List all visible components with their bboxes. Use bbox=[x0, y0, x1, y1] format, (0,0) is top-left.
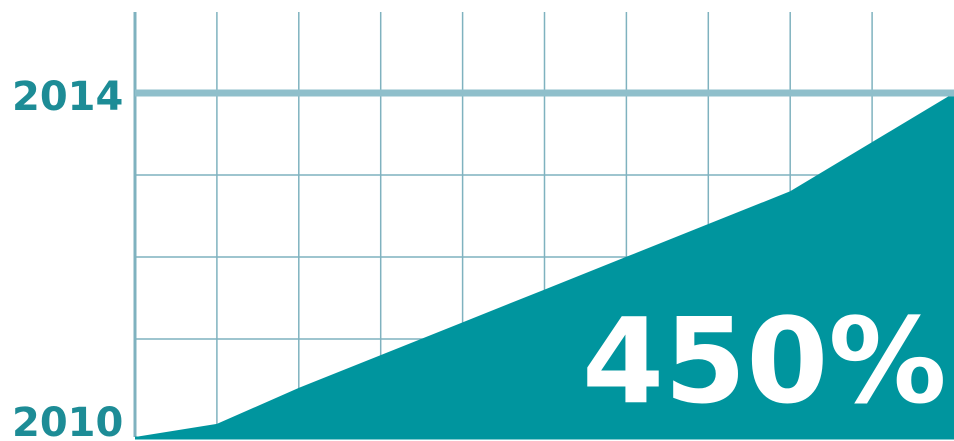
y-tick-label-top: 2014 bbox=[12, 74, 123, 120]
y-tick-label-bottom: 2010 bbox=[12, 400, 123, 441]
area-series bbox=[135, 93, 954, 437]
growth-percentage-label: 450% bbox=[582, 292, 947, 430]
